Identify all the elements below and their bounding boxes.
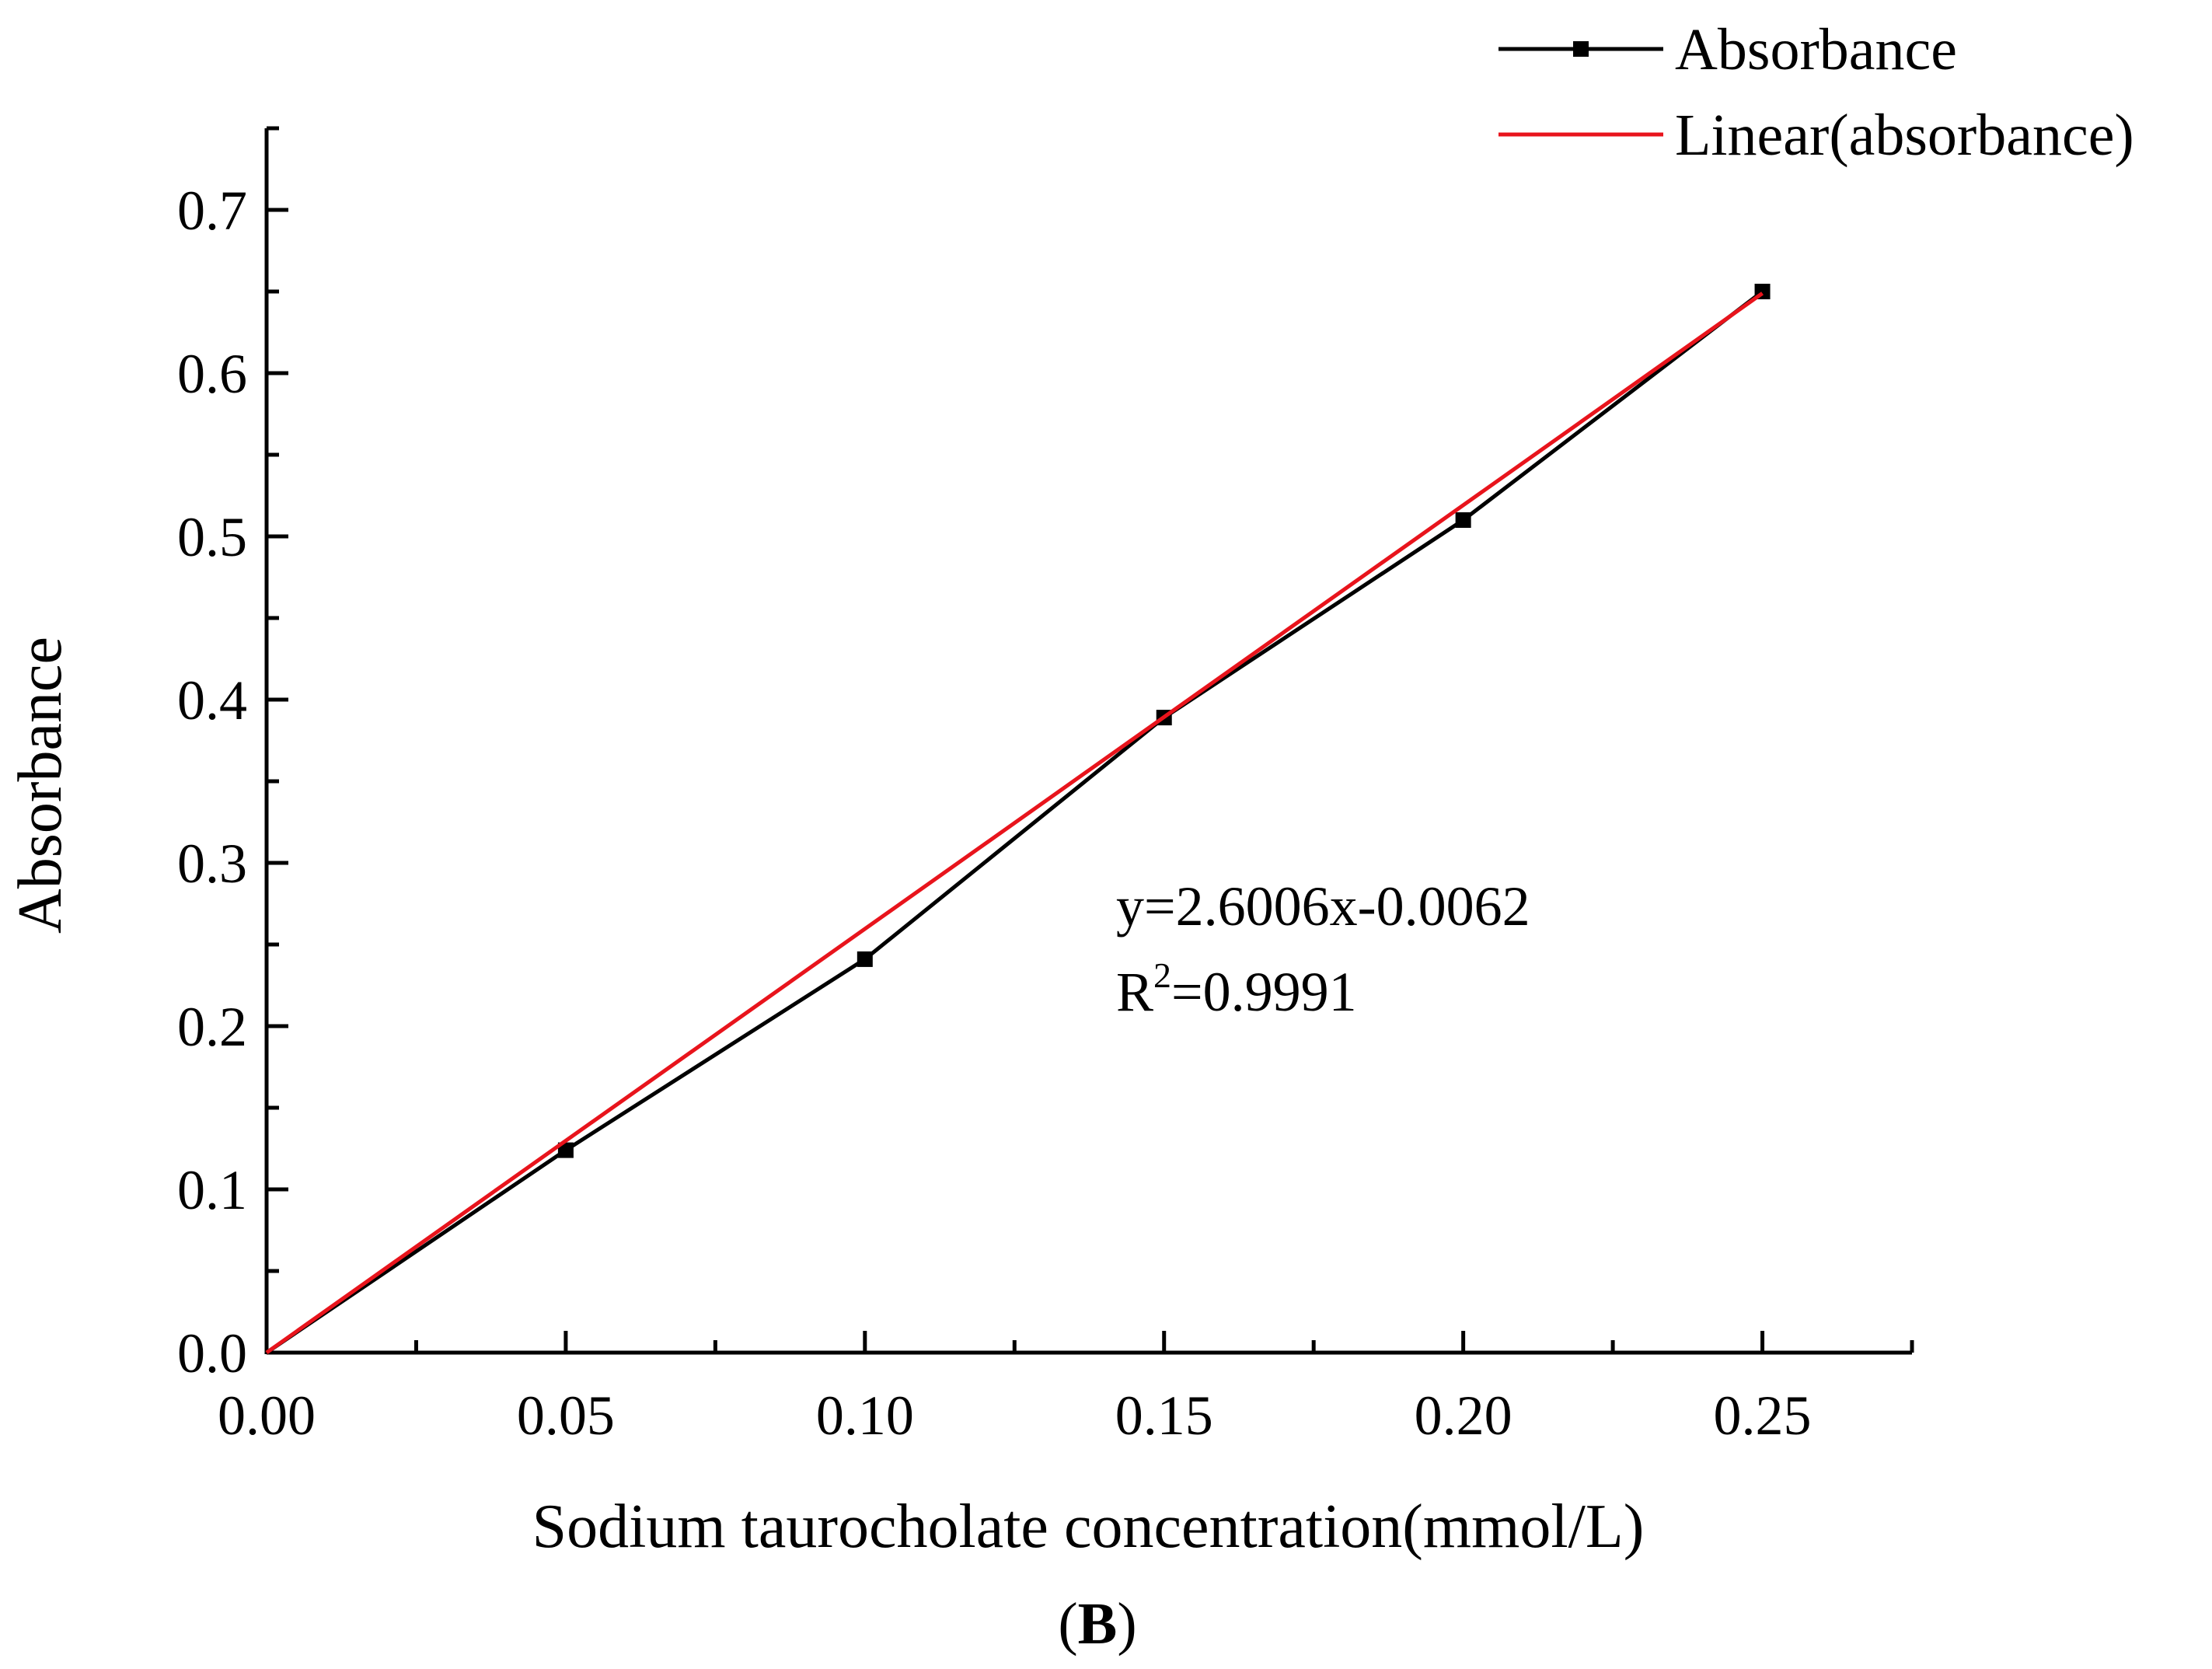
legend-label-absorbance: Absorbance (1675, 17, 1957, 82)
panel-label-letter: B (1078, 1591, 1118, 1657)
axis-tick-labels: 0.00 0.05 0.10 0.15 0.20 0.25 0.0 0.1 0.2 0.3 0.4 0… (177, 180, 1812, 1447)
series (265, 284, 1771, 1355)
y-tick-label: 0.5 (177, 506, 247, 568)
y-tick-label: 0.4 (177, 669, 247, 731)
x-tick-label: 0.10 (816, 1384, 914, 1447)
y-tick-label: 0.0 (177, 1322, 247, 1384)
panel-label-open: ( (1058, 1591, 1077, 1657)
x-tick-label: 0.15 (1115, 1384, 1213, 1447)
legend-marker-absorbance (1573, 41, 1589, 57)
x-tick-label: 0.00 (218, 1384, 316, 1447)
axis-ticks (264, 126, 1914, 1355)
data-point-absorbance (557, 1142, 574, 1158)
y-tick-label: 0.7 (177, 180, 247, 242)
y-tick-label: 0.3 (177, 833, 247, 895)
series-line-absorbance (265, 290, 1764, 1355)
r-squared-prefix: R (1116, 961, 1153, 1023)
x-tick-label: 0.05 (517, 1384, 615, 1447)
fit-annotation: y=2.6006x-0.0062 R2=0.9991 (1116, 875, 1530, 1023)
data-point-absorbance (1455, 512, 1471, 528)
y-tick-label: 0.2 (177, 996, 247, 1058)
y-axis-title: Absorbance (6, 637, 75, 934)
panel-label: (B) (1058, 1591, 1136, 1657)
x-tick-label: 0.20 (1415, 1384, 1512, 1447)
data-point-absorbance (857, 951, 873, 967)
panel-label-close: ) (1117, 1591, 1136, 1657)
r-squared-superscript: 2 (1153, 955, 1171, 995)
x-axis-title: Sodium taurocholate concentration(mmol/L… (532, 1493, 1645, 1561)
fit-equation: y=2.6006x-0.0062 (1116, 875, 1530, 938)
fit-r-squared: R2=0.9991 (1116, 955, 1357, 1023)
y-tick-label: 0.1 (177, 1159, 247, 1221)
y-tick-label: 0.6 (177, 343, 247, 405)
series-line-linear-fit (265, 292, 1764, 1355)
r-squared-value: =0.9991 (1171, 961, 1357, 1023)
axes (264, 128, 1912, 1355)
x-tick-label: 0.25 (1714, 1384, 1812, 1447)
legend-label-linear-fit: Linear(absorbance) (1675, 103, 2134, 168)
legend: Absorbance Linear(absorbance) (1499, 17, 2134, 168)
